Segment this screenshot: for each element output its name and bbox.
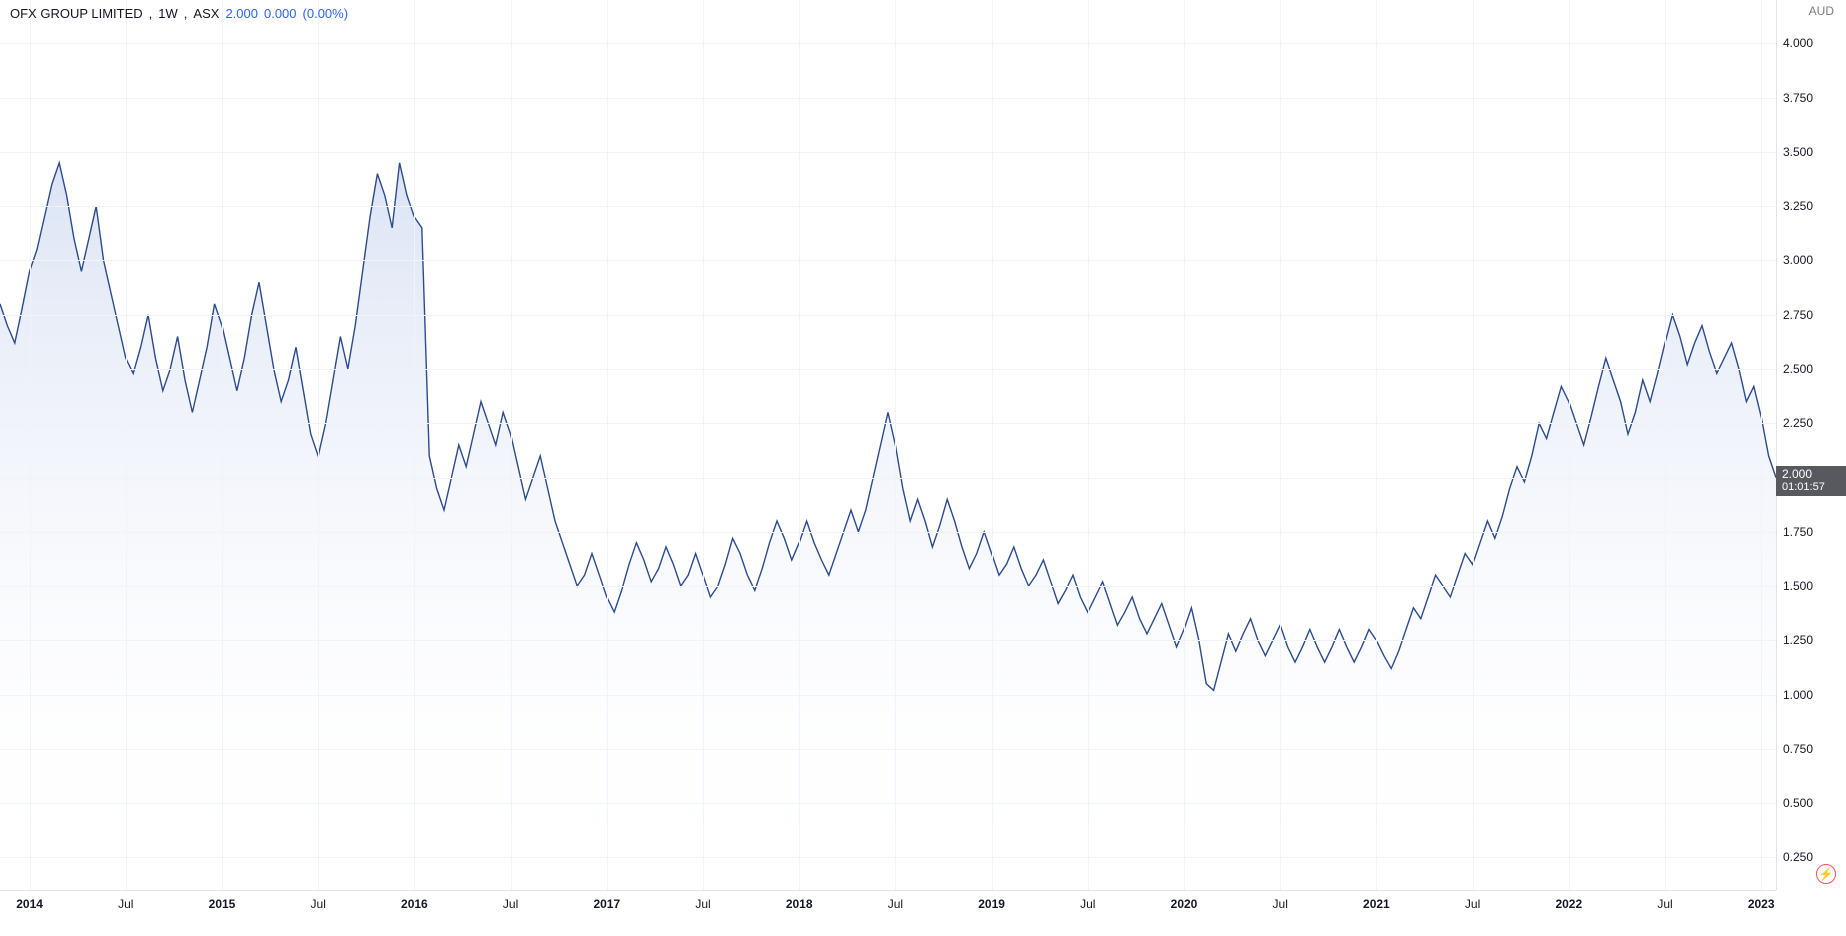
x-tick-label: 2017 — [593, 897, 620, 911]
x-tick-label: Jul — [311, 897, 326, 911]
gridline-h — [0, 206, 1776, 207]
x-tick-label: Jul — [1465, 897, 1480, 911]
y-tick-label: 4.000 — [1783, 36, 1813, 50]
y-tick-label: 3.750 — [1783, 91, 1813, 105]
x-tick-label: 2016 — [401, 897, 428, 911]
gridline-v — [1280, 0, 1281, 890]
price-change-pct: (0.00%) — [303, 6, 349, 21]
exchange: ASX — [193, 6, 219, 21]
gridline-h — [0, 98, 1776, 99]
price-axis-tag: 2.000 01:01:57 — [1776, 466, 1846, 496]
y-tick-label: 0.250 — [1783, 850, 1813, 864]
x-tick-label: 2020 — [1171, 897, 1198, 911]
gridline-h — [0, 315, 1776, 316]
x-tick-label: Jul — [888, 897, 903, 911]
gridline-v — [1761, 0, 1762, 890]
gridline-h — [0, 260, 1776, 261]
gridline-v — [318, 0, 319, 890]
y-tick-label: 2.750 — [1783, 308, 1813, 322]
y-tick-label: 1.750 — [1783, 525, 1813, 539]
price-tag-value: 2.000 — [1782, 468, 1842, 481]
gridline-v — [703, 0, 704, 890]
y-tick-label: 0.500 — [1783, 796, 1813, 810]
stock-chart[interactable]: OFX GROUP LIMITED , 1W , ASX 2.000 0.000… — [0, 0, 1846, 936]
gridline-h — [0, 532, 1776, 533]
gridline-v — [511, 0, 512, 890]
gridline-h — [0, 478, 1776, 479]
gridline-h — [0, 857, 1776, 858]
area-fill — [0, 163, 1776, 890]
lightning-icon[interactable]: ⚡ — [1816, 864, 1836, 884]
chart-legend: OFX GROUP LIMITED , 1W , ASX 2.000 0.000… — [10, 6, 348, 21]
gridline-h — [0, 586, 1776, 587]
y-tick-label: 1.500 — [1783, 579, 1813, 593]
gridline-h — [0, 152, 1776, 153]
gridline-v — [992, 0, 993, 890]
symbol-name: OFX GROUP LIMITED — [10, 6, 143, 21]
gridline-v — [1088, 0, 1089, 890]
x-tick-label: 2019 — [978, 897, 1005, 911]
x-tick-label: 2022 — [1555, 897, 1582, 911]
interval: 1W — [158, 6, 178, 21]
gridline-h — [0, 43, 1776, 44]
gridline-h — [0, 749, 1776, 750]
y-tick-label: 2.500 — [1783, 362, 1813, 376]
y-axis: AUD 0.250 0.500 0.750 1.000 1.250 1.500 1.750 2… — [1776, 0, 1846, 890]
gridline-v — [1376, 0, 1377, 890]
gridline-v — [1569, 0, 1570, 890]
gridline-h — [0, 369, 1776, 370]
gridline-h — [0, 640, 1776, 641]
legend-separator: , — [184, 6, 188, 21]
plot-area[interactable] — [0, 0, 1776, 890]
x-tick-label: 2015 — [209, 897, 236, 911]
x-tick-label: Jul — [1080, 897, 1095, 911]
gridline-v — [895, 0, 896, 890]
y-tick-label: 3.500 — [1783, 145, 1813, 159]
gridline-v — [1473, 0, 1474, 890]
x-axis: 2014 Jul 2015 Jul 2016 Jul 2017 Jul 2018 Jul 2019 J… — [0, 890, 1776, 936]
gridline-v — [30, 0, 31, 890]
gridline-v — [414, 0, 415, 890]
gridline-v — [1665, 0, 1666, 890]
x-tick-label: Jul — [1657, 897, 1672, 911]
y-tick-label: 1.250 — [1783, 633, 1813, 647]
currency-label: AUD — [1809, 4, 1834, 18]
x-tick-label: Jul — [1273, 897, 1288, 911]
x-tick-label: 2014 — [16, 897, 43, 911]
gridline-h — [0, 803, 1776, 804]
price-tag-countdown: 01:01:57 — [1782, 481, 1842, 493]
y-tick-label: 0.750 — [1783, 742, 1813, 756]
gridline-v — [607, 0, 608, 890]
gridline-h — [0, 695, 1776, 696]
x-tick-label: Jul — [118, 897, 133, 911]
price-change: 0.000 — [264, 6, 297, 21]
y-tick-label: 2.250 — [1783, 416, 1813, 430]
gridline-v — [222, 0, 223, 890]
x-tick-label: 2021 — [1363, 897, 1390, 911]
legend-separator: , — [149, 6, 153, 21]
gridline-h — [0, 423, 1776, 424]
y-tick-label: 3.000 — [1783, 253, 1813, 267]
gridline-v — [126, 0, 127, 890]
x-tick-label: Jul — [503, 897, 518, 911]
gridline-v — [1184, 0, 1185, 890]
gridline-v — [799, 0, 800, 890]
x-tick-label: Jul — [695, 897, 710, 911]
x-tick-label: 2023 — [1748, 897, 1775, 911]
area-chart-svg — [0, 0, 1776, 890]
y-tick-label: 1.000 — [1783, 688, 1813, 702]
last-price: 2.000 — [225, 6, 258, 21]
y-tick-label: 3.250 — [1783, 199, 1813, 213]
x-tick-label: 2018 — [786, 897, 813, 911]
